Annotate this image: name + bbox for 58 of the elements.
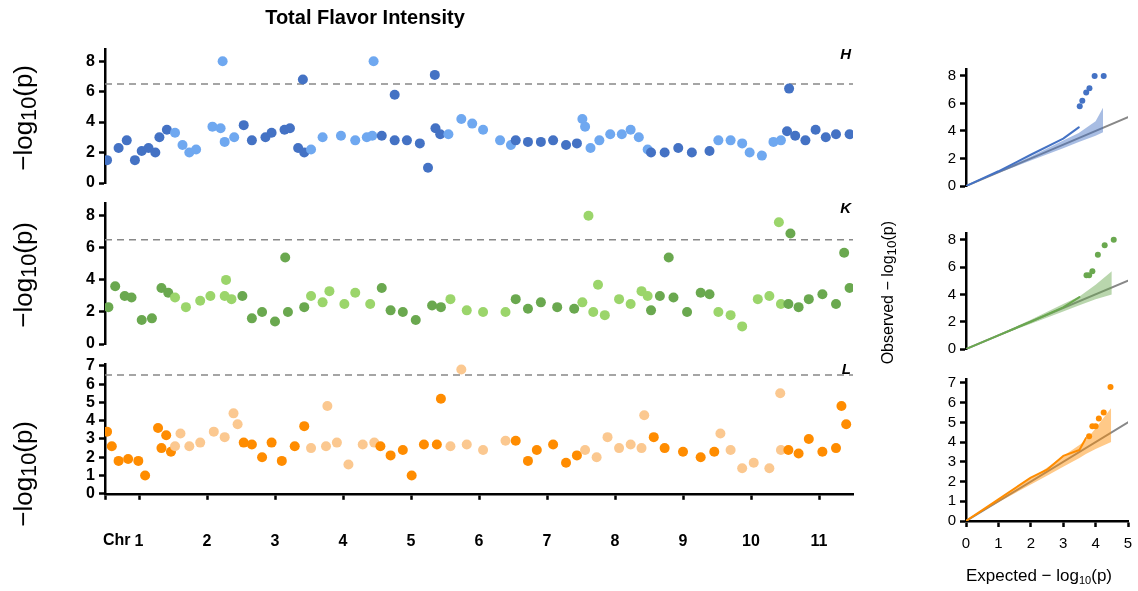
y-tick-label: 5 [947,412,956,430]
y-tick-label: 0 [947,339,956,357]
y-tick-label: 4 [947,121,956,139]
y-tick-label: 8 [947,66,956,84]
y-tick-label: 0 [947,511,956,529]
y-tick-label: 8 [947,229,956,247]
y-tick-label: 4 [86,411,96,429]
x-tick-label: 5 [406,531,416,549]
x-tick-label: 10 [742,531,760,549]
x-tick-label: 0 [961,534,971,552]
chart-title: Total Flavor Intensity [264,6,466,29]
x-tick-label: 2 [1026,534,1035,552]
x-tick-label: 1 [134,531,144,549]
y-tick-label: 6 [947,257,956,275]
y-tick-label: 4 [947,432,956,450]
y-tick-label: 8 [86,51,96,69]
x-axis-title: Chr [103,531,131,549]
x-tick-label: 4 [1091,534,1100,552]
y-tick-label: 2 [86,302,96,320]
x-tick-label: 3 [270,531,280,549]
y-tick-label: 2 [86,447,96,465]
annotation: L [841,360,852,378]
y-tick-label: 2 [947,148,956,166]
y-tick-label: 6 [947,93,956,111]
y-tick-label: 6 [86,82,96,100]
x-tick-label: 11 [810,531,828,549]
y-tick-label: 7 [947,373,956,391]
y-tick-label: 0 [86,334,96,352]
y-tick-label: 3 [947,451,956,469]
x-tick-label: 6 [474,531,484,549]
y-tick-label: 7 [86,356,96,374]
y-tick-label: 4 [947,284,956,302]
y-tick-label: 6 [86,238,96,256]
y-tick-label: 8 [86,206,96,224]
y-tick-label: 1 [947,491,956,509]
y-tick-label: 0 [86,173,96,191]
y-tick-label: 2 [947,471,956,489]
y-tick-label: 1 [86,465,96,483]
y-tick-label: 5 [86,392,96,410]
x-tick-label: 1 [994,534,1003,552]
y-tick-label: 2 [947,311,956,329]
y-tick-label: 0 [86,484,96,502]
x-tick-label: 4 [338,531,348,549]
x-tick-label: 5 [1123,534,1133,552]
x-tick-label: 8 [610,531,620,549]
y-tick-label: 6 [86,374,96,392]
y-tick-label: 0 [947,176,956,194]
annotation: H [840,45,853,63]
y-tick-label: 6 [947,392,956,410]
x-tick-label: 9 [678,531,688,549]
x-tick-label: 3 [1059,534,1068,552]
x-tick-label: 7 [542,531,552,549]
y-tick-label: 3 [86,429,96,447]
x-tick-label: 2 [202,531,212,549]
y-tick-label: 2 [86,142,96,160]
y-tick-label: 4 [86,270,96,288]
y-tick-label: 4 [86,112,96,130]
annotation: K [840,199,853,217]
